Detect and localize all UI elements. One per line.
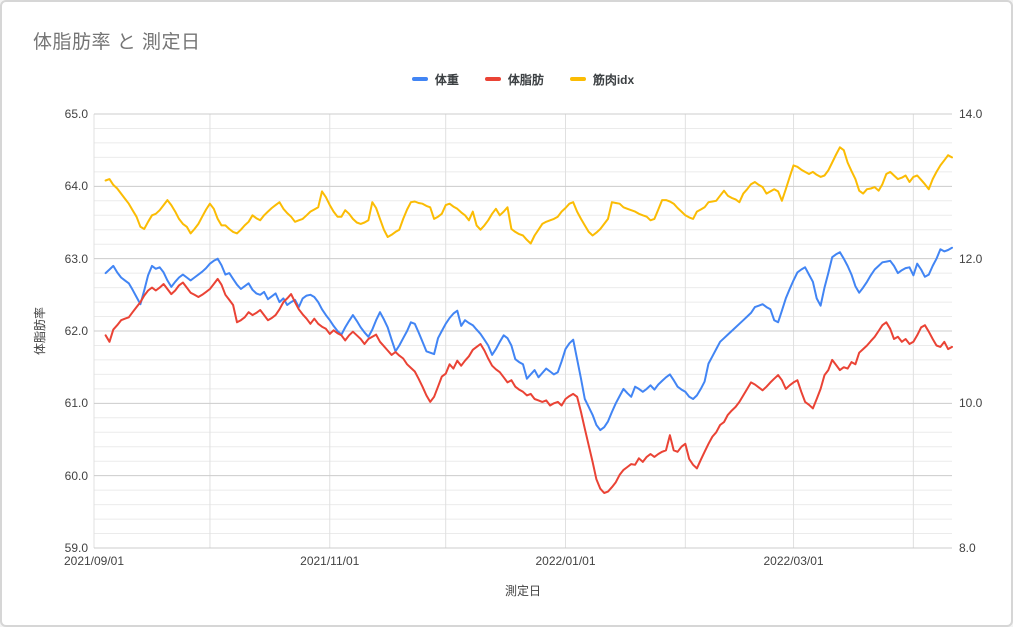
y-left-tick-label: 64.0: [64, 179, 88, 194]
series-line-1: [104, 277, 953, 494]
x-tick-label: 2022/03/01: [763, 554, 824, 568]
y-left-tick-label: 65.0: [64, 107, 88, 121]
x-tick-label: 2022/01/01: [535, 554, 596, 568]
chart-legend: 体重 体脂肪 筋肉idx: [94, 71, 952, 87]
y-right-tick-label: 10.0: [959, 396, 983, 411]
legend-swatch-icon: [411, 77, 428, 81]
y-right-tick-label: 14.0: [959, 107, 983, 121]
x-axis-title: 測定日: [504, 584, 541, 598]
x-tick-label: 2021/09/01: [63, 554, 125, 568]
legend-label: 体脂肪: [507, 72, 544, 87]
legend-swatch-icon: [484, 77, 501, 81]
legend-item-1[interactable]: 体脂肪: [484, 71, 544, 88]
legend-label: 体重: [434, 72, 459, 87]
chart-title: 体脂肪率 と 測定日: [33, 32, 201, 53]
y-axis-title: 体脂肪率: [33, 307, 47, 356]
y-left-tick-label: 59.0: [64, 541, 88, 555]
series-line-2: [104, 146, 953, 245]
y-right-tick-label: 12.0: [959, 251, 983, 266]
legend-swatch-icon: [569, 77, 586, 81]
legend-item-2[interactable]: 筋肉idx: [569, 71, 635, 88]
x-tick-label: 2021/11/01: [300, 554, 360, 568]
y-left-tick-label: 61.0: [64, 396, 88, 411]
legend-label: 筋肉idx: [592, 72, 635, 87]
y-right-tick-label: 8.0: [959, 541, 976, 555]
y-left-tick-label: 62.0: [64, 324, 88, 338]
y-left-tick-label: 63.0: [64, 251, 88, 266]
y-left-tick-label: 60.0: [64, 468, 88, 483]
legend-item-0[interactable]: 体重: [411, 71, 459, 88]
series-line-0: [104, 246, 953, 432]
